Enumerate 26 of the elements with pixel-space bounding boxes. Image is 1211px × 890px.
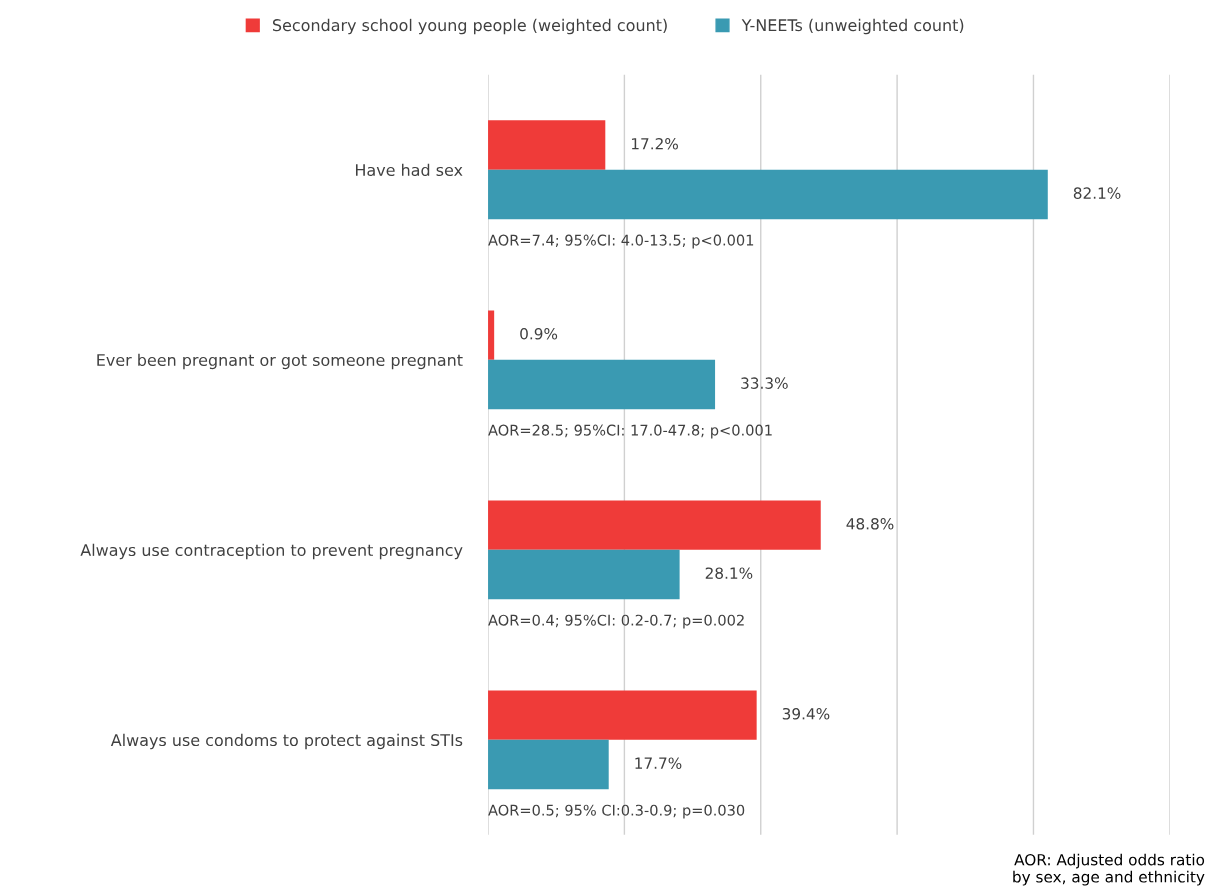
bar xyxy=(488,690,757,740)
bar xyxy=(488,549,680,600)
data-label: 28.1% xyxy=(705,567,753,579)
legend-label: Secondary school young people (weighted count) xyxy=(272,18,667,35)
data-label: 48.8% xyxy=(846,517,894,530)
data-label: 17.2% xyxy=(631,137,678,150)
bar xyxy=(488,120,606,170)
y-tick-label: Ever been pregnant or got someone pregnant xyxy=(97,353,463,370)
bar xyxy=(488,359,716,410)
y-tick-label: Always use contraception to prevent pregnancy xyxy=(80,543,463,560)
bar xyxy=(488,500,821,550)
bar xyxy=(488,739,609,790)
annotation: AOR=0.4; 95%CI: 0.2-0.7; p=0.002 xyxy=(488,614,744,629)
data-label: 33.3% xyxy=(741,377,788,389)
annotation: AOR=28.5; 95%CI: 17.0-47.8; p<0.001 xyxy=(488,424,772,439)
data-label: 82.1% xyxy=(1073,187,1121,199)
annotation: AOR=7.4; 95%CI: 4.0-13.5; p<0.001 xyxy=(488,234,754,249)
legend-label: Y-NEETs (unweighted count) xyxy=(741,18,964,35)
text: AOR: Adjusted odds ratio by sex, age and ethnicity xyxy=(1013,853,1205,886)
y-tick-label: Have had sex xyxy=(355,163,463,177)
annotation: AOR=0.5; 95% CI:0.3-0.9; p=0.030 xyxy=(488,804,745,819)
data-label: 39.4% xyxy=(782,707,830,720)
data-label: 0.9% xyxy=(520,327,558,340)
bar xyxy=(488,169,1048,220)
y-tick-label: Always use condoms to protect against STIs xyxy=(110,733,463,750)
data-label: 17.7% xyxy=(635,757,682,769)
